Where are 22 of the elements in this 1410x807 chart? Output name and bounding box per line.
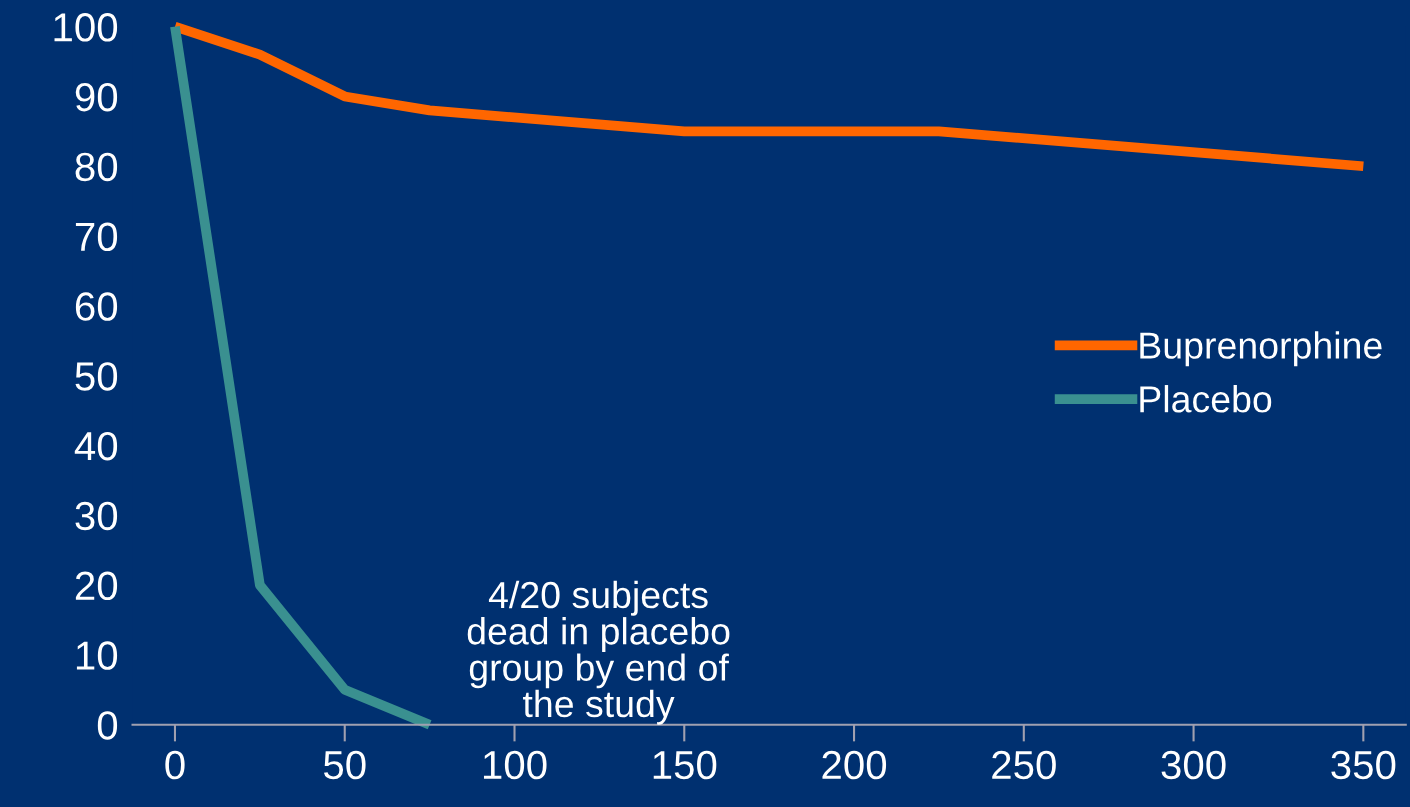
y-tick-label: 60 [75, 292, 118, 321]
x-tick-label: 0 [165, 750, 185, 780]
x-tick-label: 100 [483, 750, 547, 780]
x-tick-label: 300 [1161, 750, 1226, 780]
y-tick-label: 50 [75, 362, 118, 391]
y-tick-label: 100 [54, 13, 118, 42]
y-tick-label: 70 [75, 222, 118, 252]
legend-label: Buprenorphine [1140, 331, 1382, 367]
x-tick-label: 50 [323, 750, 366, 780]
y-tick-label: 40 [74, 431, 118, 461]
x-tick-label: 350 [1331, 750, 1396, 780]
y-tick-label: 30 [75, 501, 118, 531]
y-tick-label: 20 [75, 571, 118, 601]
legend-label: Placebo [1140, 385, 1272, 413]
y-tick-label: 80 [75, 152, 118, 182]
x-tick-label: 150 [653, 750, 717, 780]
y-tick-label: 0 [97, 711, 118, 740]
y-tick-label: 10 [76, 641, 118, 670]
x-tick-label: 250 [992, 750, 1056, 780]
y-tick-label: 90 [75, 82, 118, 112]
x-tick-label: 200 [822, 750, 887, 780]
annotation: 4/20 subjects dead in placebo group by end of the study [467, 580, 730, 725]
